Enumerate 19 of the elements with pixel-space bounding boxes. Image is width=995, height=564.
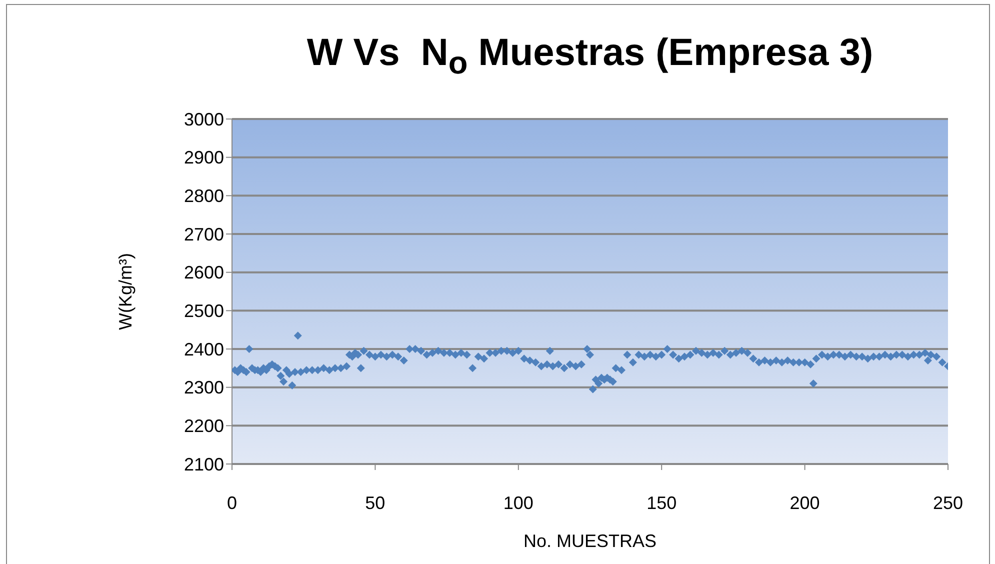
y-tick-label: 2500 — [184, 301, 224, 322]
x-tick-label: 50 — [365, 492, 386, 513]
y-tick-label: 2100 — [184, 454, 224, 474]
x-tick-label: 0 — [226, 492, 238, 513]
x-tick-label: 100 — [503, 492, 534, 513]
chart-title: W Vs N$_{o}$ Muestras (Empresa 3) — [306, 32, 874, 82]
y-tick-label: 2400 — [184, 339, 224, 360]
y-axis-title: W(Kg/m³) — [115, 253, 136, 330]
y-tick-label: 2200 — [184, 416, 224, 436]
y-tick-label: 3000 — [184, 109, 224, 130]
x-tick-label: 200 — [790, 492, 820, 513]
x-tick-label: 250 — [932, 492, 964, 513]
y-tick-label: 2900 — [184, 148, 224, 168]
y-tick-label: 2300 — [184, 378, 224, 398]
x-tick-label: 150 — [646, 492, 677, 513]
y-tick-label: 2800 — [184, 186, 224, 206]
x-axis-title: No. MUESTRAS — [523, 531, 657, 551]
y-tick-label: 2700 — [184, 224, 224, 244]
y-tick-label: 2600 — [184, 262, 224, 283]
